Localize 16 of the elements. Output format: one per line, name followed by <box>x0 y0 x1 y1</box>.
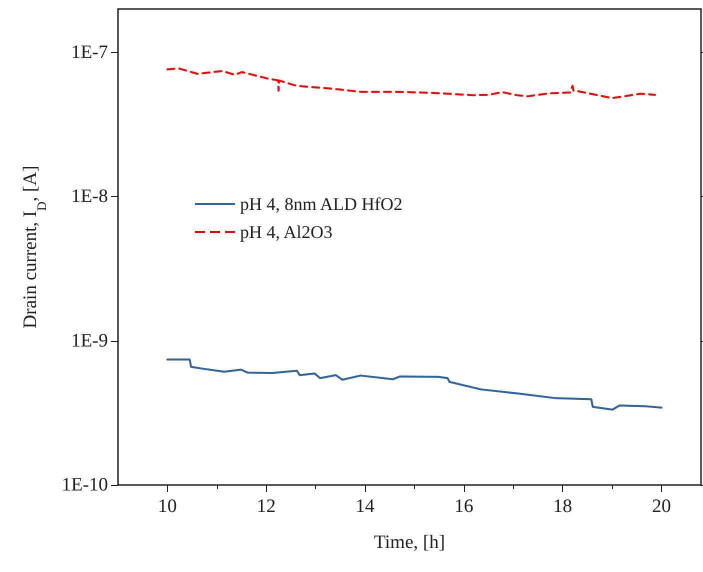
y-tick-label: 1E-8 <box>71 186 108 208</box>
x-tick-label: 18 <box>553 496 572 517</box>
y-tick-label: 1E-10 <box>62 474 108 496</box>
legend-label: pH 4, Al2O3 <box>240 222 333 242</box>
line-series <box>166 67 656 100</box>
y-axis-title: Drain current, ID, [A] <box>20 166 49 328</box>
x-tick-label: 12 <box>256 496 276 517</box>
x-tick-label: 20 <box>652 496 671 517</box>
y-tick-label: 1E-9 <box>71 330 108 352</box>
line-series <box>166 358 662 411</box>
x-axis-title: Time, [h] <box>374 532 446 553</box>
x-tick-label: 10 <box>158 496 177 517</box>
x-tick-label: 16 <box>454 496 474 517</box>
y-tick-label: 1E-7 <box>71 42 108 63</box>
x-tick-label: 14 <box>356 496 376 517</box>
legend-label: pH 4, 8nm ALD HfO2 <box>240 194 402 214</box>
